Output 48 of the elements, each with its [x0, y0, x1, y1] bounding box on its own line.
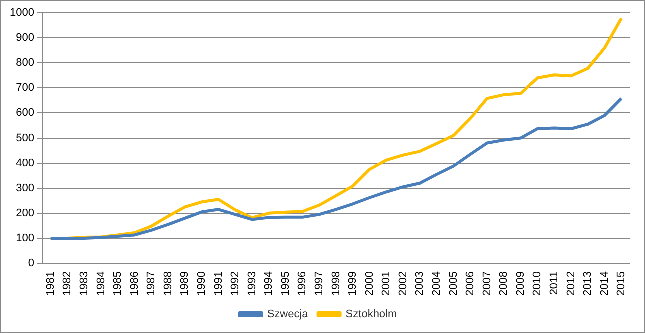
y-tick-label: 100	[16, 232, 34, 245]
x-tick-label: 2008	[498, 272, 510, 296]
x-tick-label: 1986	[128, 272, 141, 296]
legend-label: Szwecja	[267, 308, 310, 321]
x-tick-label: 1983	[78, 272, 90, 296]
x-tick-label: 2003	[414, 272, 426, 296]
y-tick-label: 600	[16, 107, 34, 120]
x-tick-label: 2001	[380, 272, 393, 296]
x-tick-label: 1996	[296, 272, 309, 296]
x-tick-label: 1997	[313, 272, 326, 296]
x-tick-label: 1998	[330, 272, 342, 296]
y-tick-label: 400	[16, 157, 34, 170]
x-tick-label: 1993	[246, 272, 258, 296]
y-tick-label: 700	[16, 82, 34, 94]
x-tick-label: 2009	[514, 272, 527, 296]
x-tick-label: 2000	[364, 272, 376, 296]
x-tick-label: 1985	[112, 272, 124, 296]
x-tick-label: 1995	[280, 272, 292, 296]
x-tick-label: 2007	[481, 272, 494, 296]
x-tick-label: 2010	[532, 272, 544, 296]
y-tick-label: 500	[16, 132, 34, 144]
x-tick-label: 1999	[347, 272, 360, 296]
x-tick-label: 1988	[162, 272, 174, 296]
x-tick-label: 1984	[95, 272, 108, 296]
x-tick-label: 2015	[616, 272, 628, 296]
y-tick-label: 900	[16, 32, 34, 44]
x-tick-label: 2014	[598, 272, 611, 296]
y-tick-label: 300	[16, 182, 34, 194]
x-tick-label: 1992	[230, 272, 242, 296]
x-tick-label: 2005	[448, 272, 460, 296]
x-tick-label: 1987	[146, 272, 158, 296]
x-tick-label: 2011	[548, 272, 560, 296]
x-tick-label: 1982	[62, 272, 74, 296]
x-tick-label: 1989	[179, 272, 192, 296]
y-tick-label: 0	[28, 258, 34, 270]
y-tick-label: 200	[16, 207, 34, 220]
y-tick-label: 800	[16, 57, 34, 70]
x-tick-label: 2004	[430, 272, 443, 296]
x-tick-label: 2006	[464, 272, 477, 296]
x-tick-label: 2012	[565, 272, 578, 296]
x-tick-label: 1990	[196, 272, 208, 296]
x-tick-label: 1994	[263, 272, 276, 296]
x-tick-label: 2002	[397, 272, 410, 296]
x-tick-label: 1991	[212, 272, 225, 296]
legend-label: Sztokholm	[346, 308, 398, 321]
x-tick-label: 1981	[44, 272, 57, 296]
x-tick-label: 2013	[582, 272, 594, 296]
y-tick-label: 1000	[10, 7, 34, 20]
